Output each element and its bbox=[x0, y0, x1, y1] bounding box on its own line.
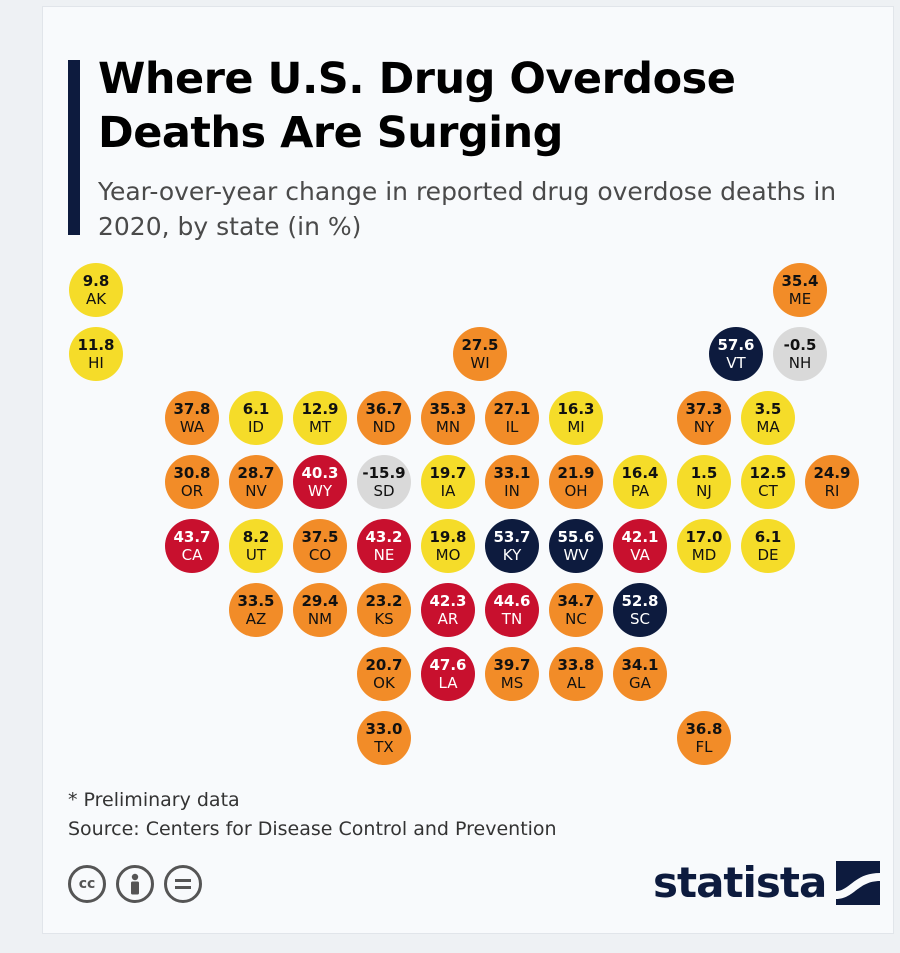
person-glyph bbox=[131, 873, 139, 895]
statista-logo[interactable]: statista bbox=[653, 858, 881, 908]
license-icons: cc bbox=[68, 865, 202, 903]
source-note: Source: Centers for Disease Control and … bbox=[68, 818, 557, 840]
equals-icon[interactable] bbox=[164, 865, 202, 903]
equals-glyph bbox=[175, 879, 191, 889]
chart-subtitle: Year-over-year change in reported drug o… bbox=[98, 177, 837, 241]
chart-title: Where U.S. Drug Overdose Deaths Are Surg… bbox=[98, 54, 736, 158]
title-accent-bar bbox=[68, 60, 80, 235]
brand-wordmark: statista bbox=[653, 858, 827, 907]
preliminary-note: * Preliminary data bbox=[68, 789, 240, 811]
footnote-block: * Preliminary data Source: Centers for D… bbox=[68, 786, 557, 844]
cc-icon[interactable]: cc bbox=[68, 865, 106, 903]
statista-mark-icon bbox=[836, 861, 881, 905]
person-icon[interactable] bbox=[116, 865, 154, 903]
